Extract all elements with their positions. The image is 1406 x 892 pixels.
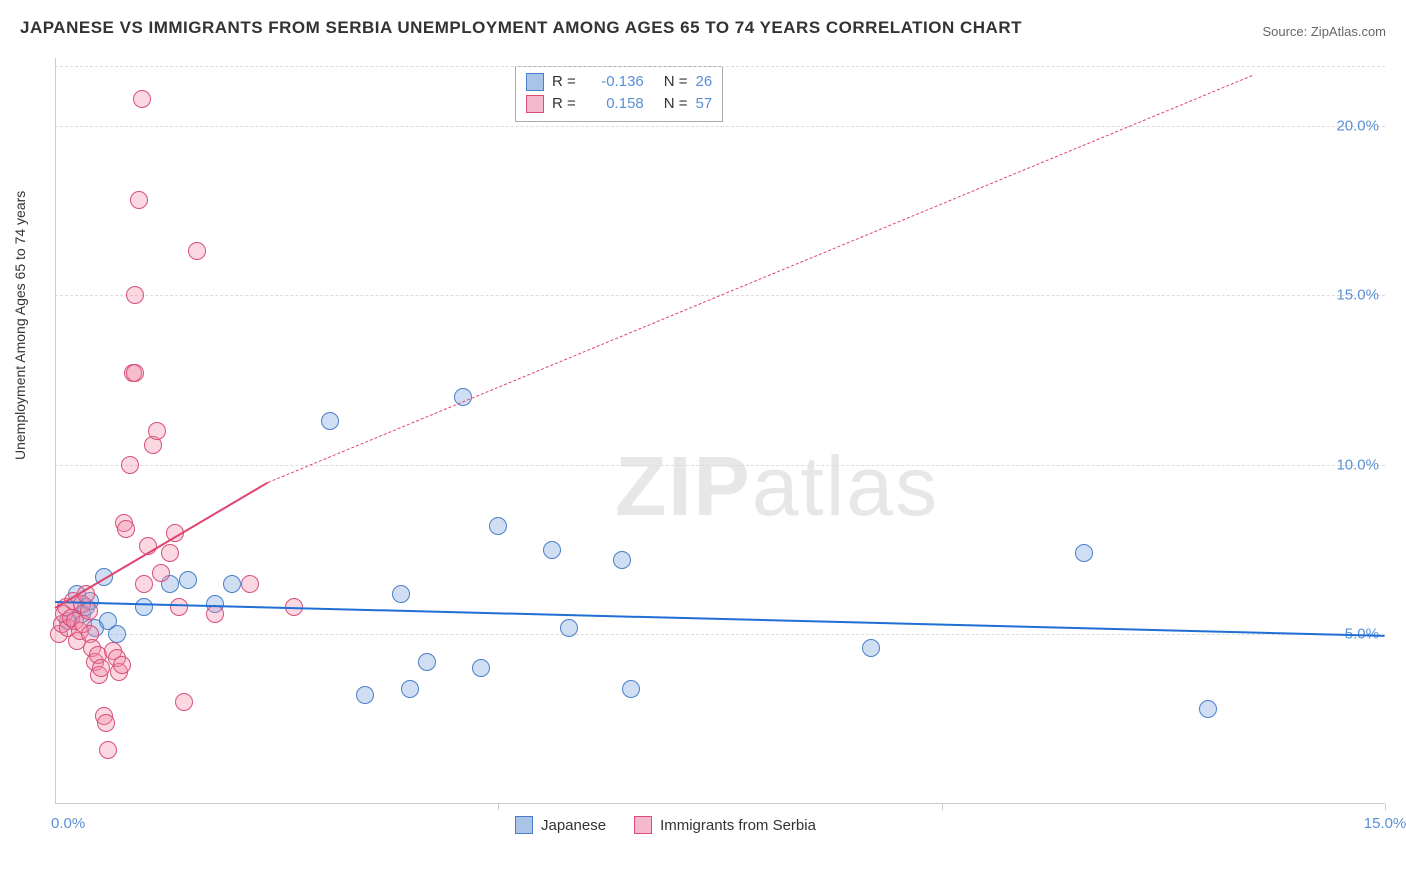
data-point <box>560 619 578 637</box>
legend-r-value: 0.158 <box>584 93 644 115</box>
data-point <box>126 286 144 304</box>
legend-item: Japanese <box>515 816 606 834</box>
data-point <box>133 90 151 108</box>
data-point <box>392 585 410 603</box>
data-point <box>130 191 148 209</box>
x-tick <box>942 804 943 810</box>
y-tick-label: 20.0% <box>1336 117 1379 134</box>
legend-row: R = 0.158 N = 57 <box>526 93 712 115</box>
data-point <box>126 364 144 382</box>
data-point <box>543 541 561 559</box>
data-point <box>170 598 188 616</box>
data-point <box>161 544 179 562</box>
data-point <box>97 714 115 732</box>
x-origin-label: 0.0% <box>51 815 85 832</box>
correlation-legend: R = -0.136 N = 26 R = 0.158 N = 57 <box>515 66 723 122</box>
legend-n-value: 26 <box>696 71 713 93</box>
gridline <box>55 66 1385 67</box>
data-point <box>223 575 241 593</box>
legend-swatch <box>634 816 652 834</box>
data-point <box>113 656 131 674</box>
data-point <box>152 564 170 582</box>
data-point <box>489 517 507 535</box>
legend-swatch <box>526 95 544 113</box>
chart-title: JAPANESE VS IMMIGRANTS FROM SERBIA UNEMP… <box>20 18 1022 38</box>
data-point <box>321 412 339 430</box>
legend-swatch <box>515 816 533 834</box>
data-point <box>108 625 126 643</box>
gridline <box>55 465 1385 466</box>
x-tick-label: 15.0% <box>1364 815 1406 832</box>
y-axis <box>55 58 56 804</box>
plot-area: ZIPatlas R =-0.136N =26R =0.158N =57 0.0… <box>55 58 1385 838</box>
watermark: ZIPatlas <box>615 438 939 535</box>
data-point <box>179 571 197 589</box>
data-point <box>472 659 490 677</box>
x-tick <box>498 804 499 810</box>
data-point <box>356 686 374 704</box>
data-point <box>401 680 419 698</box>
data-point <box>418 653 436 671</box>
data-point <box>175 693 193 711</box>
data-point <box>1199 700 1217 718</box>
data-point <box>117 520 135 538</box>
data-point <box>613 551 631 569</box>
legend-r-label: R = <box>552 93 576 115</box>
series-legend: Japanese Immigrants from Serbia <box>515 816 816 834</box>
source-label: Source: ZipAtlas.com <box>1262 24 1386 39</box>
trend-line <box>55 601 1385 637</box>
data-point <box>99 741 117 759</box>
data-point <box>1075 544 1093 562</box>
gridline <box>55 634 1385 635</box>
data-point <box>92 659 110 677</box>
legend-r-value: -0.136 <box>584 71 644 93</box>
data-point <box>80 602 98 620</box>
data-point <box>188 242 206 260</box>
y-tick-label: 15.0% <box>1336 287 1379 304</box>
legend-label: Japanese <box>541 817 606 834</box>
data-point <box>135 598 153 616</box>
y-axis-label: Unemployment Among Ages 65 to 74 years <box>12 191 28 460</box>
y-tick-label: 10.0% <box>1336 456 1379 473</box>
data-point <box>241 575 259 593</box>
legend-n-label: N = <box>664 71 688 93</box>
x-tick <box>1385 804 1386 810</box>
legend-swatch <box>526 73 544 91</box>
legend-label: Immigrants from Serbia <box>660 817 816 834</box>
data-point <box>862 639 880 657</box>
data-point <box>148 422 166 440</box>
legend-n-value: 57 <box>696 93 713 115</box>
data-point <box>121 456 139 474</box>
legend-row: R = -0.136 N = 26 <box>526 71 712 93</box>
data-point <box>206 605 224 623</box>
legend-n-label: N = <box>664 93 688 115</box>
x-axis <box>55 803 1385 804</box>
legend-r-label: R = <box>552 71 576 93</box>
data-point <box>135 575 153 593</box>
trend-line <box>268 75 1253 483</box>
gridline <box>55 126 1385 127</box>
data-point <box>622 680 640 698</box>
legend-item: Immigrants from Serbia <box>634 816 816 834</box>
